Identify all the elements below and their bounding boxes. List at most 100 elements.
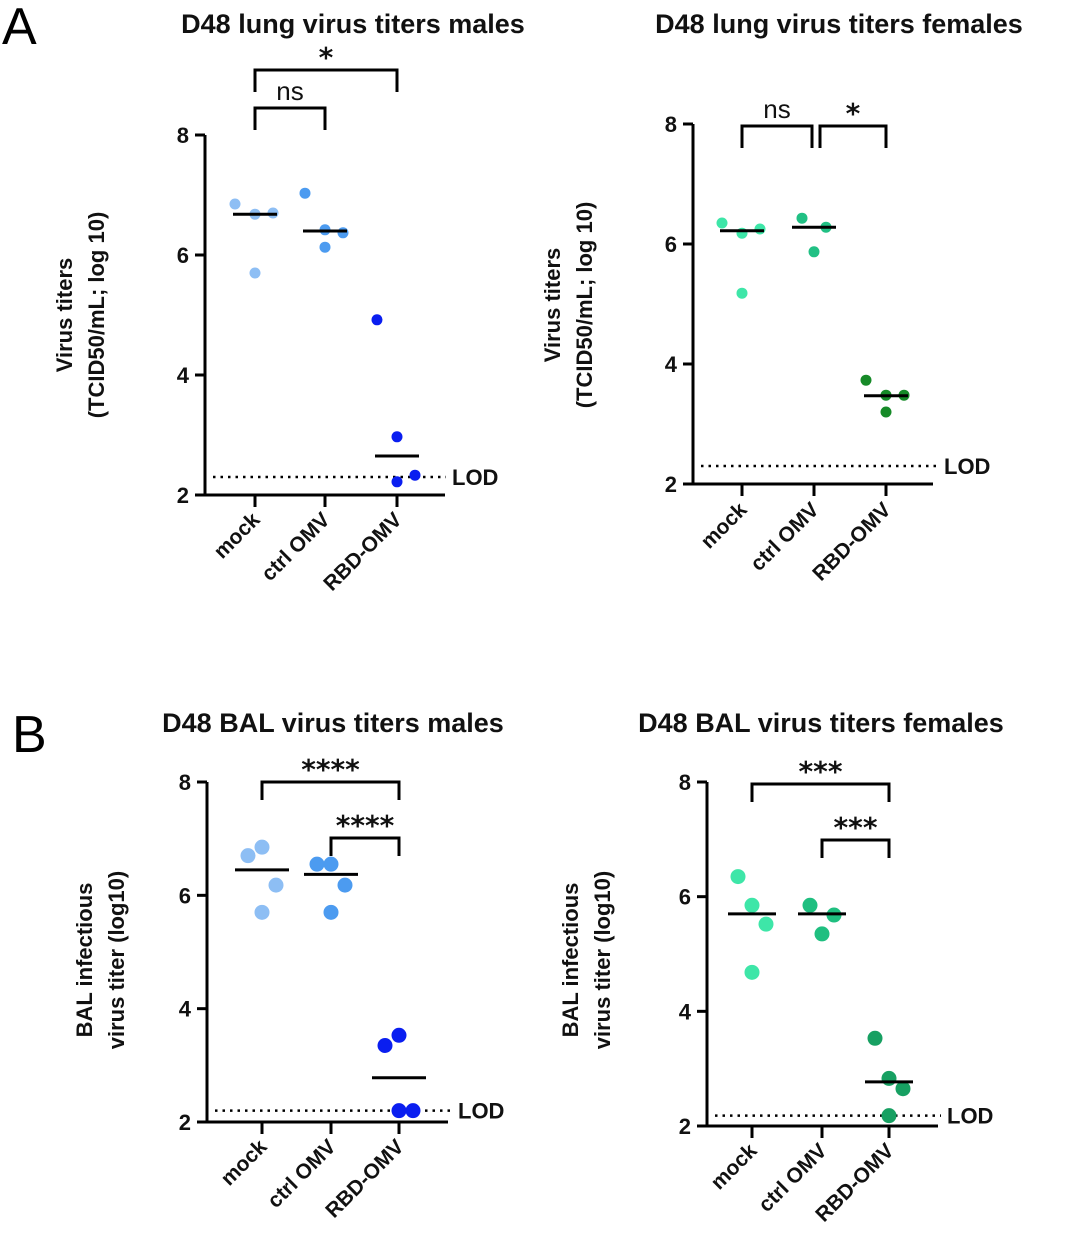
- chart-A-males: D48 lung virus titers males Virus titers (…: [52, 9, 525, 595]
- significance-label: *: [319, 41, 334, 74]
- y-axis-label-line-1: Virus titers: [52, 258, 77, 373]
- data-point: [391, 431, 403, 443]
- data-point: [860, 374, 872, 386]
- lod-label: LOD: [947, 1104, 993, 1129]
- y-axis-label-line-1: BAL infectious: [558, 883, 583, 1038]
- x-tick-label: mock: [696, 498, 751, 553]
- data-point: [229, 198, 241, 210]
- y-axis-label-line-1: BAL infectious: [72, 883, 97, 1038]
- data-point: [730, 869, 746, 885]
- data-point: [391, 476, 403, 488]
- y-tick-label: 6: [679, 885, 691, 910]
- data-point: [736, 287, 748, 299]
- data-point: [814, 926, 830, 942]
- significance-bracket: [253, 68, 399, 92]
- lod-label: LOD: [458, 1099, 504, 1124]
- data-point: [796, 212, 808, 224]
- x-tick-label: mock: [706, 1139, 761, 1194]
- significance-label: ****: [301, 753, 360, 786]
- data-point: [881, 1070, 897, 1086]
- y-tick-label: 6: [177, 243, 189, 268]
- chart-B-females: D48 BAL virus titers females BAL infectio…: [558, 708, 1004, 1226]
- significance-bracket: [253, 106, 327, 130]
- significance-bracket: [818, 124, 888, 148]
- lod-label: LOD: [944, 454, 990, 479]
- significance-label: ns: [763, 94, 790, 124]
- significance-bracket: [329, 836, 401, 856]
- panel-letter-b: B: [12, 706, 47, 764]
- y-axis-label-line-2: virus titer (log10): [104, 871, 129, 1049]
- y-tick-label: 8: [179, 770, 191, 795]
- y-tick-label: 8: [177, 123, 189, 148]
- data-point: [254, 839, 270, 855]
- data-point: [299, 187, 311, 199]
- data-point: [744, 897, 760, 913]
- chart-title: D48 BAL virus titers males: [162, 708, 504, 738]
- data-point: [880, 406, 892, 418]
- chart-A-females: D48 lung virus titers females Virus titer…: [540, 9, 1023, 585]
- significance-bracket: [820, 838, 891, 858]
- significance-label: ***: [834, 811, 878, 844]
- significance-label: ***: [799, 755, 843, 788]
- y-tick-label: 4: [665, 352, 678, 377]
- data-point: [337, 227, 349, 239]
- data-point: [867, 1030, 883, 1046]
- data-point: [337, 877, 353, 893]
- data-point: [744, 964, 760, 980]
- y-tick-label: 6: [665, 232, 677, 257]
- data-point: [371, 314, 383, 326]
- y-tick-label: 8: [679, 770, 691, 795]
- data-point: [754, 223, 766, 235]
- panel-letter-a: A: [2, 0, 37, 56]
- data-point: [319, 241, 331, 253]
- chart-title: D48 lung virus titers males: [181, 9, 525, 39]
- data-point: [323, 856, 339, 872]
- data-point: [881, 1108, 897, 1124]
- x-tick-label: ctrl OMV: [257, 508, 334, 585]
- data-point: [309, 856, 325, 872]
- data-point: [254, 904, 270, 920]
- x-tick-label: RBD-OMV: [319, 508, 406, 595]
- charts-container: D48 lung virus titers males Virus titers (…: [52, 9, 1023, 1226]
- y-tick-label: 4: [177, 363, 190, 388]
- y-tick-label: 4: [179, 997, 192, 1022]
- data-point: [323, 904, 339, 920]
- x-tick-label: ctrl OMV: [746, 498, 823, 575]
- data-point: [249, 267, 261, 279]
- significance-label: ns: [276, 76, 303, 106]
- data-point: [895, 1081, 911, 1097]
- significance-bracket: [750, 782, 891, 802]
- data-point: [377, 1038, 393, 1053]
- significance-bracket: [260, 780, 401, 800]
- y-tick-label: 2: [679, 1114, 691, 1139]
- lod-label: LOD: [452, 465, 498, 490]
- x-tick-label: RBD-OMV: [808, 498, 895, 585]
- chart-title: D48 BAL virus titers females: [638, 708, 1004, 738]
- data-point: [409, 469, 421, 481]
- y-axis-label-line-1: Virus titers: [540, 248, 565, 363]
- x-tick-label: mock: [209, 508, 264, 563]
- y-tick-label: 6: [179, 883, 191, 908]
- y-tick-label: 8: [665, 112, 677, 137]
- significance-bracket: [740, 124, 814, 148]
- data-point: [716, 217, 728, 229]
- significance-label: ****: [336, 809, 395, 842]
- y-tick-label: 2: [177, 483, 189, 508]
- chart-B-males: D48 BAL virus titers males BAL infectious…: [72, 708, 504, 1222]
- data-point: [808, 246, 820, 258]
- data-point: [391, 1027, 407, 1043]
- significance-label: *: [846, 97, 861, 130]
- data-point: [391, 1103, 407, 1119]
- chart-title: D48 lung virus titers females: [655, 9, 1023, 39]
- y-tick-label: 4: [679, 999, 692, 1024]
- x-tick-label: mock: [216, 1135, 271, 1190]
- data-point: [240, 848, 256, 864]
- data-point: [802, 897, 818, 913]
- data-point: [405, 1103, 421, 1119]
- y-tick-label: 2: [665, 472, 677, 497]
- data-point: [758, 916, 774, 932]
- data-point: [268, 877, 284, 893]
- y-axis-label-line-2: (TCID50/mL; log 10): [84, 212, 109, 419]
- y-axis-label-line-2: virus titer (log10): [590, 871, 615, 1049]
